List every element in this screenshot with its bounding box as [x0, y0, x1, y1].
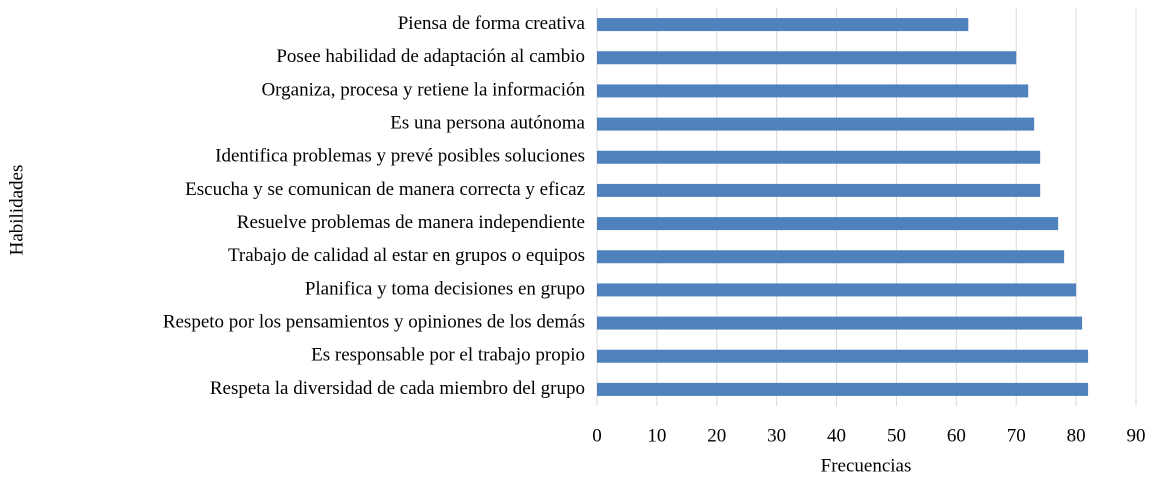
y-tick-label: Identifica problemas y prevé posibles so…: [215, 146, 585, 167]
bar: [597, 283, 1077, 297]
x-tick-label: 10: [647, 425, 666, 446]
y-tick-label: Planifica y toma decisiones en grupo: [305, 278, 585, 299]
bar: [597, 18, 969, 32]
y-tick-label: Organiza, procesa y retiene la informaci…: [261, 79, 585, 100]
y-tick-label: Piensa de forma creativa: [398, 13, 586, 34]
y-tick-label: Resuelve problemas de manera independien…: [237, 212, 585, 233]
y-tick-label: Escucha y se comunican de manera correct…: [185, 179, 585, 200]
x-tick-label: 50: [887, 425, 906, 446]
y-tick-label: Es responsable por el trabajo propio: [311, 345, 585, 366]
bar: [597, 150, 1041, 164]
bar: [597, 51, 1017, 65]
x-tick-label: 90: [1127, 425, 1146, 446]
y-tick-label: Respeta la diversidad de cada miembro de…: [210, 378, 585, 399]
bar: [597, 349, 1089, 363]
bar: [597, 84, 1029, 98]
bar: [597, 217, 1059, 231]
x-tick-label: 70: [1007, 425, 1026, 446]
y-tick-label: Trabajo de calidad al estar en grupos o …: [228, 245, 585, 266]
x-axis-title: Frecuencias: [821, 455, 912, 476]
x-tick-label: 40: [827, 425, 846, 446]
bar: [597, 316, 1083, 330]
x-tick-label: 30: [767, 425, 786, 446]
bar: [597, 183, 1041, 197]
x-tick-label: 20: [707, 425, 726, 446]
x-tick-label: 0: [592, 425, 602, 446]
y-tick-label: Respeto por los pensamientos y opiniones…: [163, 311, 585, 332]
y-tick-label: Posee habilidad de adaptación al cambio: [276, 46, 585, 67]
bar: [597, 250, 1065, 264]
x-tick-label: 80: [1067, 425, 1086, 446]
x-tick-label: 60: [947, 425, 966, 446]
bar: [597, 382, 1089, 396]
bar: [597, 117, 1035, 131]
y-tick-label: Es una persona autónoma: [390, 112, 585, 133]
y-axis-title: Habilidades: [6, 165, 27, 256]
